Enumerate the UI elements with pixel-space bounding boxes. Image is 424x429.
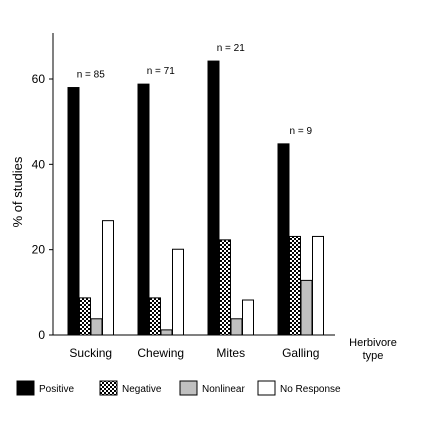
y-tick-label: 40 [32, 157, 46, 171]
bar [149, 297, 161, 336]
legend: Positive Negative Nonlinear No Response [16, 380, 341, 396]
labels-group: 0 20 40 60 % of studies Sucking Chewing Mites Ga… [10, 43, 397, 362]
bar [312, 235, 324, 336]
bar [289, 235, 301, 336]
bar [277, 143, 290, 336]
legend-label: No Response [280, 384, 341, 395]
axes-group [49, 33, 335, 336]
legend-swatch [99, 380, 118, 396]
bar [90, 318, 103, 336]
y-tick-label: 60 [32, 72, 46, 86]
bar [160, 329, 173, 336]
sample-size-annotation: n = 85 [77, 70, 106, 81]
bars-group [67, 60, 324, 336]
sample-size-annotation: n = 9 [289, 126, 312, 137]
y-tick-label: 20 [32, 243, 46, 257]
bar [230, 318, 243, 336]
bar [207, 60, 220, 336]
bar [172, 248, 184, 336]
sample-size-annotation: n = 21 [217, 43, 246, 54]
legend-swatch [16, 380, 35, 396]
y-tick-label: 0 [38, 328, 45, 342]
x-category-label: Chewing [137, 346, 184, 360]
legend-label: Nonlinear [202, 384, 245, 395]
sample-size-annotation: n = 71 [147, 66, 176, 77]
y-axis-label: % of studies [10, 156, 25, 227]
bar [137, 83, 150, 336]
x-category-label: Galling [282, 346, 319, 360]
bar [242, 299, 254, 336]
bar [67, 87, 80, 336]
x-category-label: Mites [216, 346, 245, 360]
legend-label: Positive [39, 384, 74, 395]
bar [219, 239, 231, 336]
x-category-label: Sucking [69, 346, 112, 360]
bar [79, 297, 91, 336]
legend-swatch [257, 380, 276, 396]
bar [300, 279, 313, 336]
x-axis-label: Herbivore type [349, 337, 397, 362]
bar [102, 220, 114, 336]
legend-label: Negative [122, 384, 162, 395]
legend-swatch [179, 380, 198, 396]
